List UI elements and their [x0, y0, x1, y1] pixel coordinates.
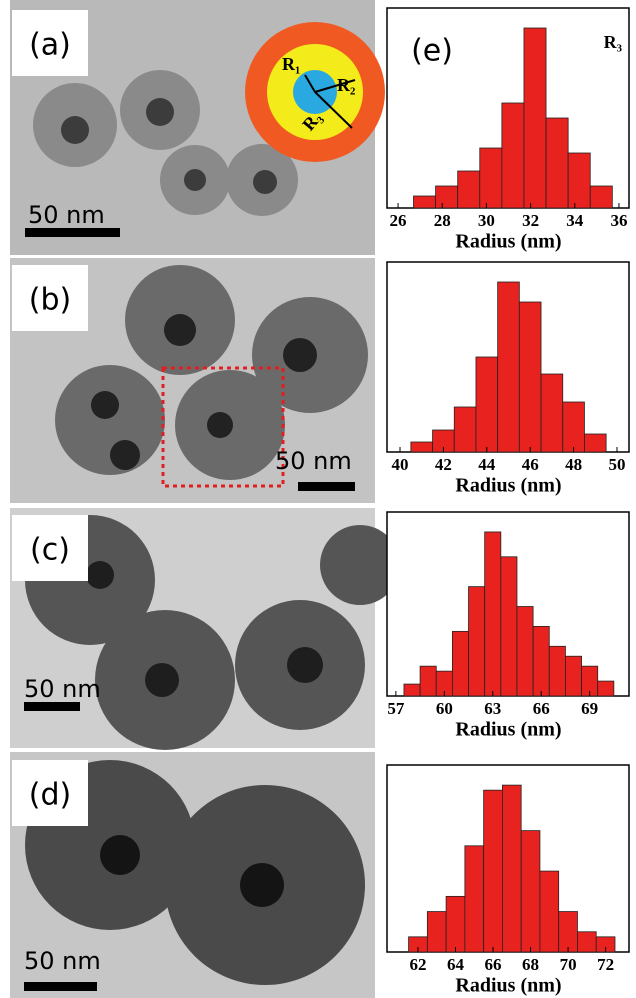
panel-label: (a) — [29, 28, 71, 63]
bar — [403, 683, 421, 697]
x-tick-label: 72 — [597, 955, 614, 974]
scale-bar — [24, 702, 80, 711]
x-axis-label: Radius (nm) — [455, 975, 561, 997]
cores-d — [100, 835, 284, 907]
highlight-box — [161, 366, 285, 488]
bar — [497, 281, 520, 453]
inset-arrows — [304, 74, 356, 129]
x-tick-label: 36 — [610, 211, 627, 230]
bar — [502, 784, 522, 953]
x-tick-label: 50 — [608, 455, 625, 474]
bar — [475, 356, 499, 453]
bar — [464, 845, 485, 953]
cores-c — [86, 561, 323, 697]
x-tick-label: 64 — [447, 955, 465, 974]
bar — [532, 626, 550, 697]
bar — [540, 373, 564, 453]
x-tick-label: 63 — [484, 699, 501, 718]
x-tick-label: 30 — [478, 211, 495, 230]
bar — [589, 185, 613, 209]
bar — [545, 117, 569, 209]
x-tick-label: 66 — [485, 955, 502, 974]
x-tick-label: 44 — [478, 455, 496, 474]
label-box — [12, 10, 88, 76]
scale-label: 50 nm — [24, 947, 101, 975]
bar — [558, 911, 578, 953]
x-tick-label: 62 — [409, 955, 426, 974]
bar — [453, 406, 477, 453]
panel-label: (c) — [30, 533, 70, 568]
panel-labels: (a) 50 nm (b) 50 nm (c) 50 nm (d) 50 nm — [12, 10, 355, 991]
bar — [562, 401, 585, 453]
bar — [484, 531, 502, 697]
scale-bar — [25, 228, 120, 237]
bar — [516, 606, 534, 697]
panel-label: (b) — [29, 283, 71, 318]
bar — [577, 931, 597, 953]
bar — [565, 655, 582, 697]
inset-label: R₂ — [337, 75, 355, 95]
x-tick-label: 28 — [434, 211, 451, 230]
x-tick-label: 34 — [566, 211, 584, 230]
bar — [597, 680, 615, 697]
x-tick-label: 32 — [522, 211, 539, 230]
bar — [483, 789, 503, 953]
annotation: R₃ — [604, 32, 623, 52]
bar — [539, 870, 560, 953]
cores-b — [91, 314, 317, 470]
x-axis-label: Radius (nm) — [455, 719, 561, 741]
bar — [567, 152, 591, 209]
x-axis-label: Radius (nm) — [455, 231, 561, 253]
bar — [426, 911, 447, 953]
x-tick-label: 70 — [560, 955, 577, 974]
bar — [419, 665, 437, 697]
panel-label: (d) — [29, 778, 71, 813]
bar — [523, 27, 547, 209]
x-tick-label: 68 — [522, 955, 539, 974]
bar — [435, 185, 459, 209]
bar — [451, 630, 469, 697]
bar — [413, 195, 437, 209]
bar — [520, 830, 541, 953]
x-tick-label: 42 — [435, 455, 452, 474]
bar — [500, 556, 518, 697]
bar — [445, 895, 466, 953]
x-tick-label: 46 — [522, 455, 539, 474]
scale-bar — [298, 482, 355, 491]
x-tick-label: 40 — [392, 455, 409, 474]
panel-label: (e) — [411, 34, 453, 69]
bar — [457, 170, 481, 209]
bar — [468, 586, 486, 697]
bar — [410, 441, 433, 453]
bar — [548, 645, 566, 697]
x-tick-label: 57 — [387, 699, 405, 718]
x-axis-label: Radius (nm) — [455, 475, 561, 497]
scale-label: 50 nm — [275, 447, 352, 475]
cores-a — [61, 98, 277, 194]
scale-bar — [24, 982, 97, 991]
x-tick-label: 60 — [436, 699, 453, 718]
scale-label: 50 nm — [28, 201, 105, 229]
x-tick-label: 26 — [390, 211, 407, 230]
bar — [584, 433, 607, 453]
x-tick-label: 48 — [565, 455, 582, 474]
bar — [479, 147, 503, 209]
label-box — [12, 265, 88, 331]
bar — [518, 301, 542, 453]
label-box — [12, 515, 88, 581]
inset-label: R₁ — [282, 54, 300, 74]
x-tick-label: 69 — [581, 699, 598, 718]
histograms: 26 28 30 32 34 36 Radius (nm) (e) R₃ 40 42 44 46 48 50… — [386, 7, 630, 997]
bar — [501, 102, 525, 209]
label-box — [12, 760, 88, 826]
scale-label: 50 nm — [24, 675, 101, 703]
tem-images: R₁ R₂ R₃ — [10, 0, 400, 998]
x-tick-label: 66 — [533, 699, 550, 718]
